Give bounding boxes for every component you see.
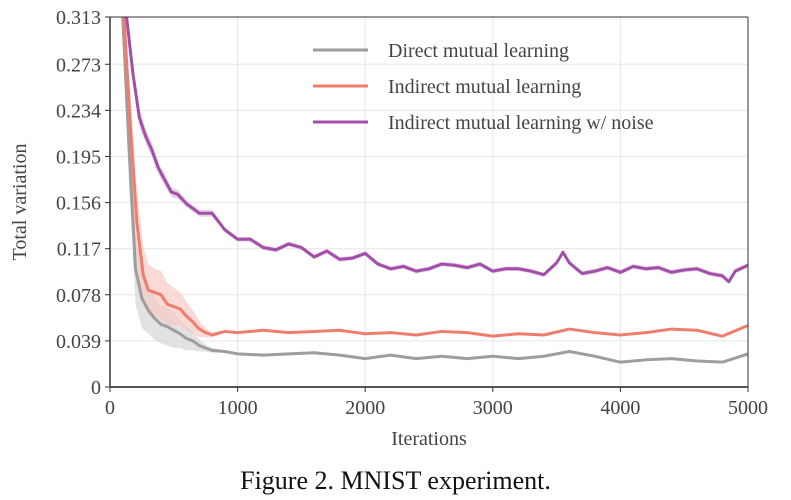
x-tick-label: 3000 <box>473 397 513 419</box>
line-series-2 <box>125 17 748 284</box>
y-axis-ticks: 0 0.039 0.078 0.117 0.156 0.195 0.234 0.273 0.31… <box>56 7 110 399</box>
x-tick-label: 1000 <box>218 397 258 419</box>
legend-label-2: Indirect mutual learning w/ noise <box>388 112 654 134</box>
y-axis-label: Total variation <box>9 144 31 261</box>
x-axis-label: Iterations <box>391 428 467 450</box>
y-tick-label: 0 <box>91 377 101 399</box>
y-tick-label: 0.234 <box>56 100 101 122</box>
legend-label-0: Direct mutual learning <box>388 40 569 62</box>
legend-label-1: Indirect mutual learning <box>388 76 581 98</box>
y-tick-label: 0.195 <box>56 146 101 168</box>
y-tick-label: 0.117 <box>57 239 101 261</box>
y-tick-label: 0.313 <box>56 7 101 29</box>
axes <box>109 16 749 388</box>
x-tick-label: 5000 <box>728 397 768 419</box>
line-series-0 <box>121 17 748 364</box>
figure-caption: Figure 2. MNIST experiment. <box>240 466 551 495</box>
grid <box>109 16 749 388</box>
series-lines <box>121 17 748 364</box>
legend: Direct mutual learning Indirect mutual le… <box>313 40 654 134</box>
x-tick-label: 4000 <box>600 397 640 419</box>
y-tick-label: 0.078 <box>56 285 101 307</box>
line-series-1 <box>122 17 748 338</box>
x-axis-ticks: 0 1000 2000 3000 4000 5000 <box>105 387 768 419</box>
x-tick-label: 2000 <box>345 397 385 419</box>
x-tick-label: 0 <box>105 397 115 419</box>
y-tick-label: 0.273 <box>56 54 101 76</box>
band-series-0 <box>122 17 748 364</box>
y-tick-label: 0.039 <box>56 331 101 353</box>
band-series-1 <box>124 17 748 338</box>
chart: 0 0.039 0.078 0.117 0.156 0.195 0.234 0.273 0.31… <box>9 7 768 450</box>
confidence-bands <box>122 17 748 364</box>
y-tick-label: 0.156 <box>56 193 101 215</box>
